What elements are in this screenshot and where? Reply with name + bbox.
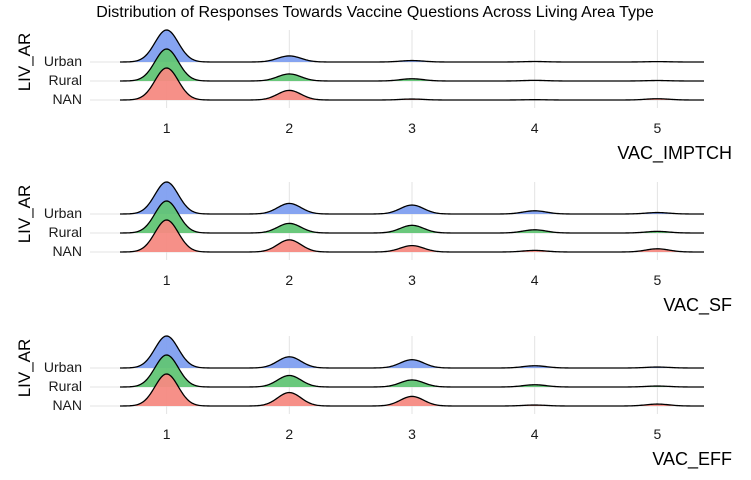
ridge-line-nan [119, 219, 704, 253]
x-tick-label: 1 [163, 120, 171, 136]
x-axis-title: VAC_IMPTCH [617, 143, 732, 164]
x-tick-label: 5 [653, 120, 661, 136]
y-tick-label-rural: Rural [49, 72, 82, 88]
ridge-line-urban [119, 29, 704, 63]
y-tick-label-nan: NAN [52, 397, 82, 413]
ridge-line-urban [119, 181, 704, 215]
x-tick-label: 5 [653, 426, 661, 442]
y-tick-label-urban: Urban [44, 359, 82, 375]
panel-vac-eff: Urban Rural NAN LIV_AR 1 2 3 4 5 VAC_EFF [15, 335, 732, 470]
x-tick-label: 2 [285, 120, 293, 136]
ridge-fill-urban [120, 182, 704, 214]
y-tick-label-rural: Rural [49, 224, 82, 240]
x-tick-label: 4 [531, 426, 539, 442]
y-tick-label-urban: Urban [44, 53, 82, 69]
ridge-fill-nan [120, 374, 704, 406]
x-axis-title: VAC_SF [663, 295, 732, 316]
x-tick-label: 3 [408, 272, 416, 288]
y-axis-title: LIV_AR [15, 339, 34, 398]
y-axis-title: LIV_AR [15, 33, 34, 92]
ridge-line-rural [119, 48, 704, 82]
panel-vac-imptch: Urban Rural NAN LIV_AR 1 2 3 4 5 VAC_IMPTCH [15, 29, 732, 164]
ridge-fill-urban [120, 336, 704, 368]
y-axis-title: LIV_AR [15, 185, 34, 244]
ridge-fill-rural [120, 201, 704, 233]
ridge-line-rural [119, 200, 704, 234]
chart-title: Distribution of Responses Towards Vaccin… [96, 4, 654, 21]
ridge-fill-rural [120, 49, 704, 81]
ridge-fill-nan [120, 68, 704, 100]
x-tick-label: 1 [163, 426, 171, 442]
x-tick-label: 3 [408, 426, 416, 442]
x-tick-label: 3 [408, 120, 416, 136]
ridge-line-nan [119, 67, 704, 101]
x-tick-label: 1 [163, 272, 171, 288]
ridge-fill-urban [120, 30, 704, 62]
ridge-line-urban [119, 335, 704, 369]
y-tick-label-nan: NAN [52, 91, 82, 107]
y-tick-label-urban: Urban [44, 205, 82, 221]
y-tick-label-nan: NAN [52, 243, 82, 259]
x-axis-title: VAC_EFF [652, 449, 732, 470]
x-tick-label: 4 [531, 272, 539, 288]
x-tick-label: 2 [285, 272, 293, 288]
x-tick-label: 4 [531, 120, 539, 136]
x-tick-label: 5 [653, 272, 661, 288]
ridge-line-rural [119, 354, 704, 388]
y-tick-label-rural: Rural [49, 378, 82, 394]
ridge-line-nan [119, 373, 704, 407]
x-tick-label: 2 [285, 426, 293, 442]
